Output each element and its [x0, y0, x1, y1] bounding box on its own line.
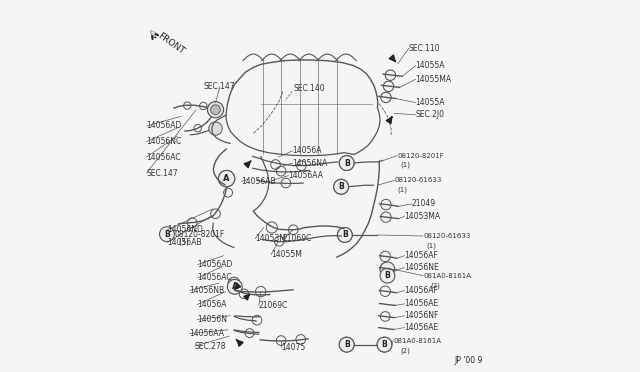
Text: 081A0-8161A: 081A0-8161A [394, 338, 442, 344]
Circle shape [377, 337, 392, 352]
Text: B: B [344, 158, 349, 167]
Text: 14056NE: 14056NE [404, 263, 439, 272]
Text: 14056AE: 14056AE [404, 323, 439, 332]
Text: (1): (1) [427, 242, 436, 248]
Circle shape [339, 155, 354, 170]
Circle shape [337, 228, 352, 242]
Text: 21069C: 21069C [283, 234, 312, 243]
Circle shape [339, 337, 354, 352]
Text: FRONT: FRONT [156, 31, 186, 56]
Text: 14056A: 14056A [292, 146, 322, 155]
Text: 14056AB: 14056AB [241, 177, 276, 186]
Circle shape [218, 170, 235, 187]
Text: B: B [342, 230, 348, 240]
Text: JP '00 9: JP '00 9 [454, 356, 483, 365]
Text: 14056AC: 14056AC [147, 153, 181, 161]
Text: B: B [381, 340, 387, 349]
Text: (2): (2) [401, 348, 411, 354]
Text: 14056AF: 14056AF [404, 286, 438, 295]
Text: B: B [385, 271, 390, 280]
Text: (3): (3) [179, 238, 189, 247]
Text: 14056NA: 14056NA [292, 158, 328, 167]
Text: 14056ND: 14056ND [167, 225, 203, 234]
Circle shape [211, 105, 220, 115]
Text: 08120-61633: 08120-61633 [423, 233, 470, 239]
Text: 14056AD: 14056AD [147, 122, 182, 131]
Text: 21049: 21049 [412, 199, 436, 208]
Text: 14056AC: 14056AC [198, 273, 232, 282]
Text: 14056AD: 14056AD [198, 260, 233, 269]
Text: 14055A: 14055A [415, 98, 445, 107]
Text: 14056NC: 14056NC [147, 137, 182, 146]
Text: 14056NB: 14056NB [189, 286, 225, 295]
Circle shape [339, 155, 354, 170]
Text: 14053MA: 14053MA [404, 212, 440, 221]
Circle shape [333, 179, 349, 194]
Text: (1): (1) [401, 161, 411, 168]
Text: 14053M: 14053M [255, 234, 286, 243]
Text: 08120-8201F: 08120-8201F [397, 153, 444, 158]
Circle shape [159, 227, 174, 241]
Circle shape [218, 170, 235, 187]
Circle shape [337, 228, 352, 242]
Text: B: B [164, 230, 170, 239]
Circle shape [227, 279, 242, 294]
Text: B: B [344, 340, 349, 349]
Text: SEC.140: SEC.140 [293, 84, 325, 93]
Circle shape [333, 179, 349, 194]
Circle shape [209, 122, 222, 135]
Text: SEC.2J0: SEC.2J0 [415, 110, 445, 119]
Text: 08120-61633: 08120-61633 [394, 177, 442, 183]
Text: (2): (2) [431, 282, 440, 289]
Text: 14055M: 14055M [271, 250, 302, 259]
Circle shape [380, 262, 395, 277]
Circle shape [339, 337, 354, 352]
Text: SEC.110: SEC.110 [409, 44, 440, 52]
Text: 08120-8201F: 08120-8201F [175, 230, 225, 239]
Circle shape [377, 337, 392, 352]
Text: 14056A: 14056A [197, 300, 227, 309]
Text: (1): (1) [398, 186, 408, 193]
Text: 14056AA: 14056AA [289, 171, 323, 180]
Text: SEC.147: SEC.147 [204, 82, 235, 91]
Text: 14055A: 14055A [415, 61, 445, 70]
Text: 14056AF: 14056AF [404, 251, 438, 260]
Text: A: A [223, 174, 230, 183]
Text: SEC.278: SEC.278 [195, 341, 226, 350]
Text: 14056N: 14056N [197, 315, 227, 324]
Text: A: A [232, 282, 238, 291]
Text: SEC.147: SEC.147 [147, 169, 178, 177]
Circle shape [228, 277, 240, 289]
Text: 14075: 14075 [281, 343, 305, 352]
Text: 14056AA: 14056AA [189, 329, 225, 338]
Text: 21069C: 21069C [259, 301, 288, 310]
Text: 14056AB: 14056AB [167, 238, 202, 247]
Circle shape [380, 268, 395, 283]
Text: 14056AE: 14056AE [404, 299, 439, 308]
Text: 14056NF: 14056NF [404, 311, 439, 320]
Text: 081A0-8161A: 081A0-8161A [423, 273, 471, 279]
Circle shape [207, 102, 223, 118]
Text: 14055MA: 14055MA [415, 75, 452, 84]
Text: B: B [339, 182, 344, 191]
